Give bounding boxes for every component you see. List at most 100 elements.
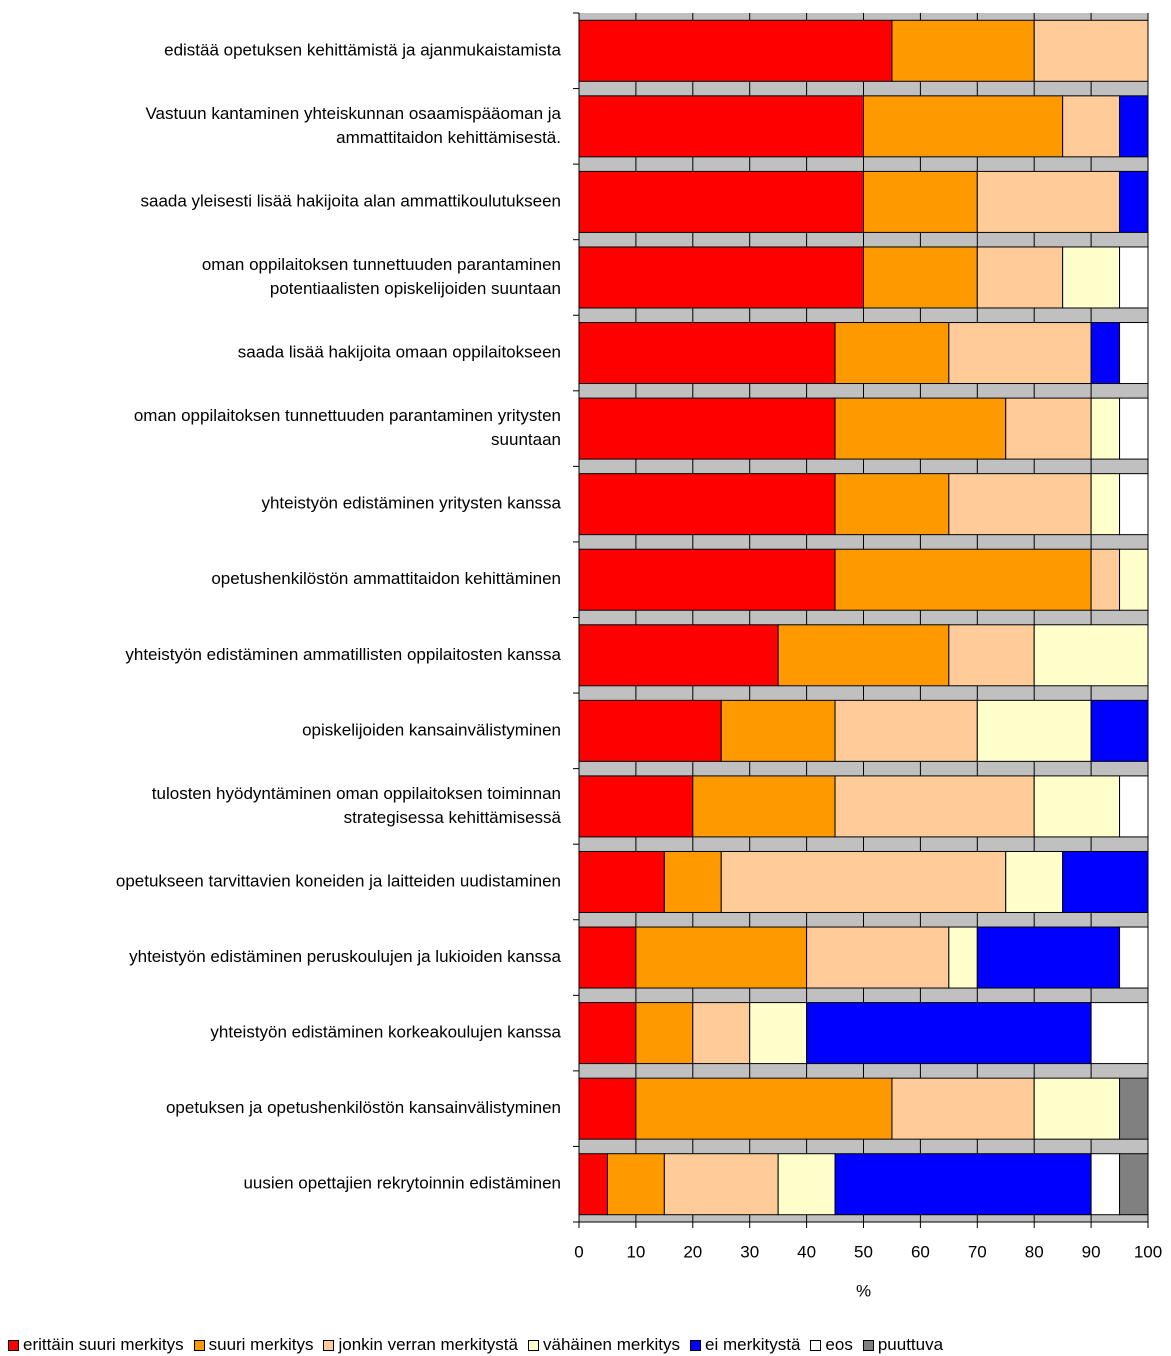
legend: erittäin suuri merkitys suuri merkitys jon… xyxy=(8,1334,953,1356)
bar-segment xyxy=(1119,926,1149,989)
category-label: saada yleisesti lisää hakijoita alan amm… xyxy=(140,191,561,210)
bar-segment xyxy=(1090,1002,1149,1065)
category-label: strategisessa kehittämisessä xyxy=(344,808,562,827)
bar-segment xyxy=(1090,473,1121,536)
x-tick-label: 30 xyxy=(740,1242,759,1261)
bar-segment xyxy=(1090,322,1121,385)
category-label: oman oppilaitoksen tunnettuuden parantam… xyxy=(202,255,561,274)
category-label: yhteistyön edistäminen yritysten kanssa xyxy=(261,494,561,513)
bar-segment xyxy=(1033,624,1149,687)
bar-segment xyxy=(976,170,1121,233)
legend-swatch xyxy=(810,1339,822,1351)
bar-segment xyxy=(834,1153,1092,1216)
category-label: tulosten hyödyntäminen oman oppilaitokse… xyxy=(152,784,561,803)
bar-segment xyxy=(720,850,1007,913)
bar-segment xyxy=(578,95,864,158)
x-tick-label: 100 xyxy=(1134,1242,1162,1261)
bar-segment xyxy=(948,473,1092,536)
bar-segment xyxy=(834,322,950,385)
category-label: edistää opetuksen kehittämistä ja ajanmu… xyxy=(164,40,561,59)
bar-segment xyxy=(635,926,808,989)
bar-segment xyxy=(834,397,1007,460)
legend-item: puuttuva xyxy=(862,1335,944,1355)
bar-segment xyxy=(1119,775,1149,838)
bar-segment xyxy=(777,1153,836,1216)
bar-segment xyxy=(1033,19,1149,82)
x-tick-label: 80 xyxy=(1025,1242,1044,1261)
bar-segment xyxy=(777,624,950,687)
legend-item: ei merkitystä xyxy=(690,1335,800,1355)
bar-segment xyxy=(578,1077,637,1140)
bar-segment xyxy=(976,246,1064,309)
category-label: yhteistyön edistäminen korkeakoulujen ka… xyxy=(210,1023,561,1042)
bar-segment xyxy=(578,170,864,233)
bar-segment xyxy=(806,1002,1092,1065)
bar-segment xyxy=(578,850,665,913)
x-tick-label: 60 xyxy=(911,1242,930,1261)
legend-swatch xyxy=(323,1339,335,1351)
legend-label: eos xyxy=(825,1335,853,1354)
legend-label: suuri merkitys xyxy=(208,1335,314,1354)
bar-segment xyxy=(1119,246,1149,309)
bar-segment xyxy=(1119,1153,1149,1216)
legend-item: jonkin verran merkitystä xyxy=(323,1335,518,1355)
bar-segment xyxy=(1119,1077,1149,1140)
bar-segment xyxy=(1005,850,1064,913)
bar-segment xyxy=(948,624,1035,687)
category-label: yhteistyön edistäminen peruskoulujen ja … xyxy=(129,947,561,966)
x-tick-label: 0 xyxy=(574,1242,583,1261)
bar-segment xyxy=(1033,1077,1121,1140)
bar-segment xyxy=(692,775,836,838)
bar-segment xyxy=(635,1002,694,1065)
bar-segment xyxy=(578,19,893,82)
category-label: opiskelijoiden kansainvälistyminen xyxy=(302,720,561,739)
bar-segment xyxy=(1090,699,1149,762)
x-tick-label: 10 xyxy=(626,1242,645,1261)
bar-segment xyxy=(692,1002,751,1065)
x-tick-label: 70 xyxy=(968,1242,987,1261)
bar-segment xyxy=(606,1153,665,1216)
legend-label: jonkin verran merkitystä xyxy=(338,1335,518,1354)
bar-segment xyxy=(1119,473,1149,536)
bar-segment xyxy=(806,926,950,989)
bar-segment xyxy=(578,1153,608,1216)
bar-segment xyxy=(1062,95,1121,158)
bar-segment xyxy=(1090,397,1121,460)
bar-segment xyxy=(1119,95,1149,158)
bar-segment xyxy=(578,775,694,838)
x-tick-label: 40 xyxy=(797,1242,816,1261)
bar-segment xyxy=(578,548,836,611)
bar-segment xyxy=(663,1153,779,1216)
bar-segment xyxy=(578,1002,637,1065)
bar-segment xyxy=(891,19,1035,82)
legend-swatch xyxy=(193,1339,205,1351)
category-label: Vastuun kantaminen yhteiskunnan osaamisp… xyxy=(145,104,561,123)
bar-segment xyxy=(948,926,978,989)
bar-segment xyxy=(834,473,950,536)
legend-item: erittäin suuri merkitys xyxy=(8,1335,184,1355)
bar-segment xyxy=(663,850,722,913)
x-axis-title: % xyxy=(856,1281,871,1300)
legend-label: puuttuva xyxy=(877,1335,944,1354)
bar-segment xyxy=(834,548,1092,611)
bar-segment xyxy=(720,699,836,762)
bar-segment xyxy=(1033,775,1121,838)
category-label: oman oppilaitoksen tunnettuuden parantam… xyxy=(134,406,561,425)
category-label: opetukseen tarvittavien koneiden ja lait… xyxy=(116,871,561,890)
category-label: opetuksen ja opetushenkilöstön kansainvä… xyxy=(166,1098,561,1117)
bar-segment xyxy=(578,699,722,762)
category-label: suuntaan xyxy=(491,430,561,449)
bar-segment xyxy=(863,170,978,233)
bar-segment xyxy=(1119,548,1149,611)
bar-segment xyxy=(578,473,836,536)
bar-segment xyxy=(578,397,836,460)
legend-swatch xyxy=(862,1339,874,1351)
category-label: yhteistyön edistäminen ammatillisten opp… xyxy=(125,645,561,664)
legend-label: vähäinen merkitys xyxy=(542,1335,680,1354)
bar-segment xyxy=(834,699,978,762)
bar-segment xyxy=(976,926,1121,989)
category-label: saada lisää hakijoita omaan oppilaitokse… xyxy=(238,343,561,362)
bar-segment xyxy=(834,775,1035,838)
